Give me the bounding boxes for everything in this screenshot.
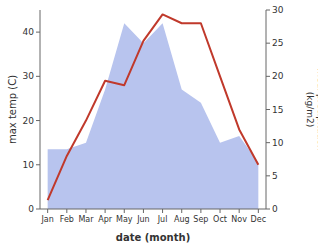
x-tick-label: Feb [60,215,74,224]
y2-tick-label: 5 [272,171,278,181]
x-tick [124,209,125,213]
x-tick [181,209,182,213]
y-tick [36,32,40,33]
y2-tick-label: 0 [272,204,278,214]
y-tick-label: 10 [23,160,35,170]
y2-tick [266,76,270,77]
y2-tick-label: 15 [272,105,283,115]
x-tick [85,209,86,213]
plot-area [48,14,259,209]
x-tick [66,209,67,213]
y2-tick [266,142,270,143]
x-tick-label: Jun [136,215,150,224]
y-tick [36,209,40,210]
x-tick [143,209,144,213]
y-tick-label: 30 [23,71,35,81]
y2-axis-label: med. precipitation(kg/m2) [305,68,318,150]
y2-tick-label: 25 [272,38,283,48]
x-tick [105,209,106,213]
x-tick [47,209,48,213]
y2-tick-label: 20 [272,71,284,81]
y2-tick-label: 30 [272,5,284,15]
y-tick-label: 20 [23,116,35,126]
x-tick-label: May [116,215,133,224]
x-tick-label: Apr [98,215,113,224]
x-tick-label: Mar [78,215,94,224]
x-tick-label: Nov [231,215,247,224]
x-tick-label: Jan [40,215,53,224]
x-tick [220,209,221,213]
y2-tick [266,10,270,11]
x-tick [200,209,201,213]
y2-tick-label: 10 [272,138,284,148]
axes: 0 10 20 30 40 0 5 10 15 20 25 30 Jan Feb Mar AprMayJun J… [23,5,284,224]
x-axis-label: date (month) [116,232,190,243]
x-axis-line [40,209,266,210]
y2-tick [266,175,270,176]
temperature-line [48,14,259,200]
y-tick [36,120,40,121]
y-axis-line [40,10,41,209]
y-axis-label: max temp (C) [7,75,18,144]
y-tick-label: 0 [28,204,34,214]
y-tick-label: 40 [23,27,35,37]
y-tick [36,76,40,77]
x-tick [258,209,259,213]
x-tick [162,209,163,213]
x-tick-label: Dec [251,215,266,224]
y-tick [36,164,40,165]
y2-tick [266,209,270,210]
x-tick-label: Jul [157,215,168,224]
y2-tick [266,43,270,44]
x-tick [239,209,240,213]
chart: 0 10 20 30 40 0 5 10 15 20 25 30 Jan Feb Mar AprMayJun J… [0,0,318,247]
y2-tick [266,109,270,110]
x-tick-label: Sep [193,215,208,224]
x-tick-label: Oct [213,215,227,224]
x-tick-label: Aug [174,215,190,224]
precipitation-area [48,23,259,209]
